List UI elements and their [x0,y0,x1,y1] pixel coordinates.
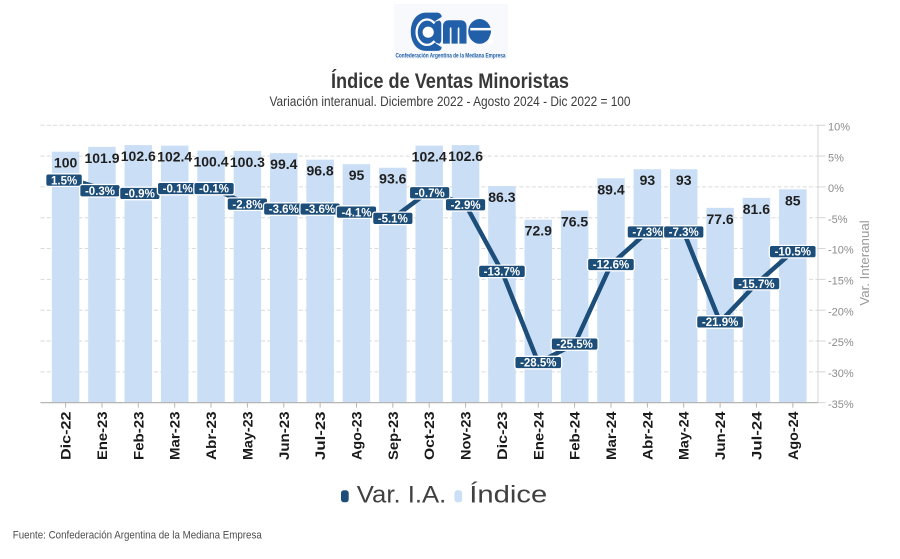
svg-text:-12.6%: -12.6% [593,260,629,272]
svg-text:Dic-23: Dic-23 [494,411,510,460]
svg-text:-25%: -25% [828,337,854,349]
svg-text:Ene-23: Ene-23 [94,411,110,460]
svg-text:72.9: 72.9 [525,223,552,239]
svg-text:93: 93 [676,172,692,188]
svg-text:-10%: -10% [828,245,854,257]
svg-text:Jul-23: Jul-23 [312,411,328,460]
svg-text:93.6: 93.6 [379,171,406,187]
svg-text:-3.6%: -3.6% [269,204,299,216]
svg-text:86.3: 86.3 [488,189,515,205]
svg-text:Feb-24: Feb-24 [567,411,583,460]
svg-text:-30%: -30% [828,368,854,380]
svg-text:81.6: 81.6 [743,201,770,217]
svg-text:-13.7%: -13.7% [484,267,520,279]
svg-text:Abr-24: Abr-24 [639,411,655,460]
svg-text:-15.7%: -15.7% [738,279,774,291]
svg-text:-2.9%: -2.9% [451,200,481,212]
svg-text:-2.8%: -2.8% [232,199,262,211]
svg-text:-15%: -15% [828,276,854,288]
svg-text:-20%: -20% [828,306,854,318]
svg-text:96.8: 96.8 [306,163,333,179]
svg-text:Abr-23: Abr-23 [203,411,219,460]
svg-text:99.4: 99.4 [270,156,297,172]
svg-text:1.5%: 1.5% [51,175,77,187]
svg-text:Nov-23: Nov-23 [458,411,474,460]
svg-text:May-24: May-24 [676,411,692,460]
svg-text:Jul-24: Jul-24 [748,411,764,460]
svg-text:93: 93 [640,172,656,188]
svg-text:102.6: 102.6 [448,148,483,164]
svg-text:-0.3%: -0.3% [85,186,115,198]
svg-text:Índice de Ventas Minoristas: Índice de Ventas Minoristas [331,70,569,93]
svg-text:Dic-22: Dic-22 [58,411,74,460]
svg-text:0%: 0% [828,183,844,195]
svg-text:102.4: 102.4 [412,149,447,165]
svg-text:May-23: May-23 [239,411,255,460]
svg-text:101.9: 101.9 [84,150,119,166]
svg-text:-0.7%: -0.7% [415,188,445,200]
svg-text:Índice: Índice [469,481,547,508]
svg-text:-0.9%: -0.9% [125,189,155,201]
svg-text:Confederación Argentina de la: Confederación Argentina de la Mediana Em… [396,54,507,60]
svg-text:-4.1%: -4.1% [341,207,371,219]
svg-text:-28.5%: -28.5% [520,358,556,370]
svg-text:Variación interanual. Diciembr: Variación interanual. Diciembre 2022 - A… [270,94,631,109]
svg-text:-21.9%: -21.9% [702,317,738,329]
svg-text:Var. I.A.: Var. I.A. [357,481,447,508]
svg-text:100: 100 [54,155,78,171]
svg-text:-5.1%: -5.1% [378,213,408,225]
svg-text:Ene-24: Ene-24 [530,411,546,460]
svg-text:-5%: -5% [828,214,848,226]
svg-text:-10.5%: -10.5% [775,247,811,259]
svg-text:100.4: 100.4 [193,154,228,170]
svg-text:102.6: 102.6 [121,148,156,164]
svg-text:Oct-23: Oct-23 [421,411,437,460]
svg-text:Sep-23: Sep-23 [385,411,401,460]
svg-text:Jun-23: Jun-23 [276,411,292,460]
svg-text:-7.3%: -7.3% [669,227,699,239]
svg-text:89.4: 89.4 [597,181,624,197]
svg-text:95: 95 [349,167,365,183]
svg-text:Mar-23: Mar-23 [167,411,183,460]
svg-text:10%: 10% [828,121,850,133]
svg-text:Fuente: Confederación Argentin: Fuente: Confederación Argentina de la Me… [13,530,263,542]
svg-text:5%: 5% [828,152,844,164]
svg-text:-25.5%: -25.5% [556,339,592,351]
svg-text:Var. Interanual: Var. Interanual [857,220,872,305]
svg-text:Jun-24: Jun-24 [712,411,728,460]
svg-text:Ago-24: Ago-24 [785,411,801,460]
svg-text:77.6: 77.6 [706,211,733,227]
svg-text:-0.1%: -0.1% [199,184,229,196]
svg-text:-3.6%: -3.6% [305,204,335,216]
svg-text:102.4: 102.4 [157,149,192,165]
svg-text:-0.1%: -0.1% [163,184,193,196]
svg-text:Feb-23: Feb-23 [130,411,146,460]
svg-text:85: 85 [785,192,801,208]
svg-text:76.5: 76.5 [561,214,588,230]
svg-text:100.3: 100.3 [230,154,265,170]
svg-text:-35%: -35% [828,399,854,411]
svg-text:Ago-23: Ago-23 [349,411,365,460]
svg-text:Mar-24: Mar-24 [603,411,619,460]
svg-text:-7.3%: -7.3% [632,227,662,239]
